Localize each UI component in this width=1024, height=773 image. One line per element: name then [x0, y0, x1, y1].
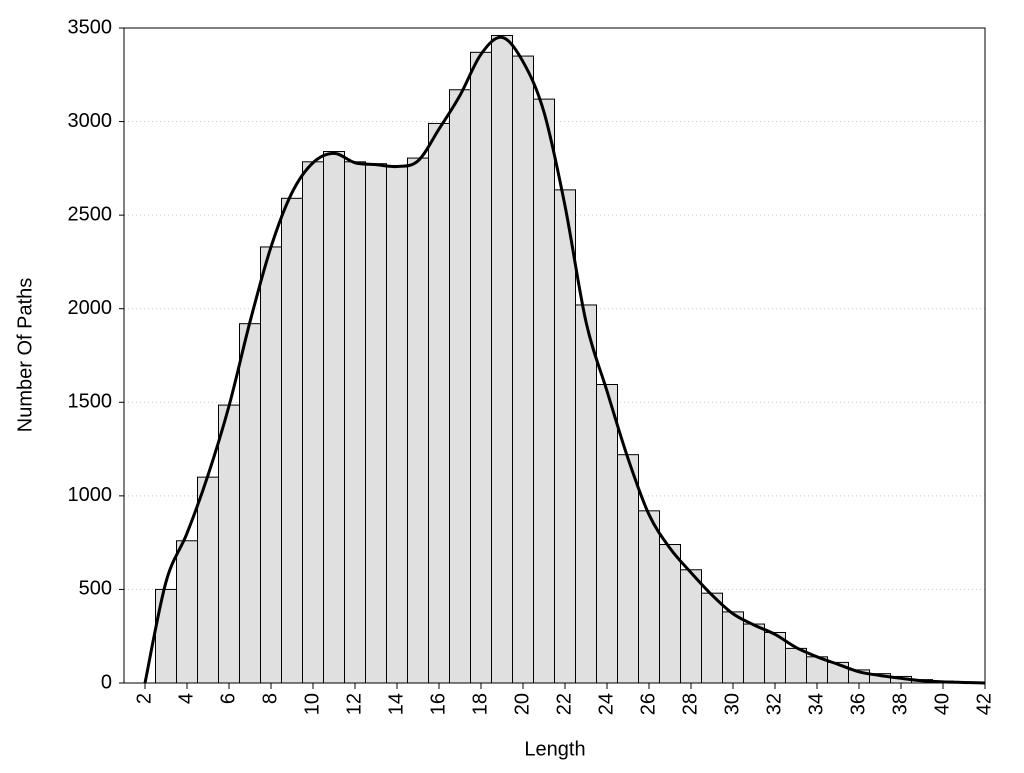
x-tick-label: 24 [595, 693, 617, 715]
x-axis-label: Length [524, 738, 585, 760]
bar [218, 404, 240, 684]
x-tick-label: 14 [385, 693, 407, 715]
x-tick-label: 18 [469, 693, 491, 715]
y-tick-label: 2000 [68, 297, 113, 319]
y-tick-label: 1500 [68, 391, 113, 413]
bar [785, 647, 807, 684]
x-tick-label: 2 [133, 693, 155, 704]
bar [239, 323, 261, 684]
bar [344, 161, 366, 684]
x-tick-label: 34 [805, 693, 827, 715]
plot-frame [123, 27, 986, 684]
bar [680, 569, 702, 684]
bar [302, 161, 324, 684]
x-tick-label: 40 [931, 693, 953, 715]
y-axis-label: Number Of Paths [14, 278, 36, 433]
x-tick-label: 32 [763, 693, 785, 715]
x-tick-label: 28 [679, 693, 701, 715]
y-tick-label: 3500 [68, 16, 113, 38]
bar [701, 592, 723, 684]
x-tick-label: 16 [427, 693, 449, 715]
x-tick-label: 26 [637, 693, 659, 715]
bar [386, 165, 408, 684]
bar [197, 476, 219, 684]
bar [638, 510, 660, 684]
x-tick-label: 38 [889, 693, 911, 715]
bar [176, 540, 198, 684]
bar [659, 544, 681, 684]
bar [470, 51, 492, 684]
bar [449, 89, 471, 684]
bar [575, 304, 597, 684]
y-tick-label: 3000 [68, 110, 113, 132]
y-tick-label: 2500 [68, 203, 113, 225]
bar [491, 34, 513, 684]
bar [407, 157, 429, 684]
y-tick-label: 1000 [68, 484, 113, 506]
bar [743, 623, 765, 684]
x-tick-label: 4 [175, 693, 197, 704]
bar [428, 122, 450, 684]
x-tick-label: 12 [343, 693, 365, 715]
x-tick-label: 8 [259, 693, 281, 704]
bar [365, 163, 387, 684]
bar [260, 246, 282, 684]
x-tick-label: 10 [301, 693, 323, 715]
bar [554, 189, 576, 684]
bar [281, 197, 303, 684]
x-tick-label: 36 [847, 693, 869, 715]
y-tick-label: 500 [79, 578, 112, 600]
bar [596, 384, 618, 684]
x-tick-label: 6 [217, 693, 239, 704]
bar [155, 588, 177, 684]
bar [533, 98, 555, 684]
x-tick-label: 30 [721, 693, 743, 715]
bar [512, 55, 534, 684]
bar [722, 611, 744, 684]
density-curve [143, 35, 986, 685]
y-tick-label: 0 [101, 671, 112, 693]
x-tick-label: 42 [973, 693, 995, 715]
x-tick-label: 22 [553, 693, 575, 715]
x-tick-label: 20 [511, 693, 533, 715]
bar [323, 151, 345, 684]
bar [617, 454, 639, 684]
